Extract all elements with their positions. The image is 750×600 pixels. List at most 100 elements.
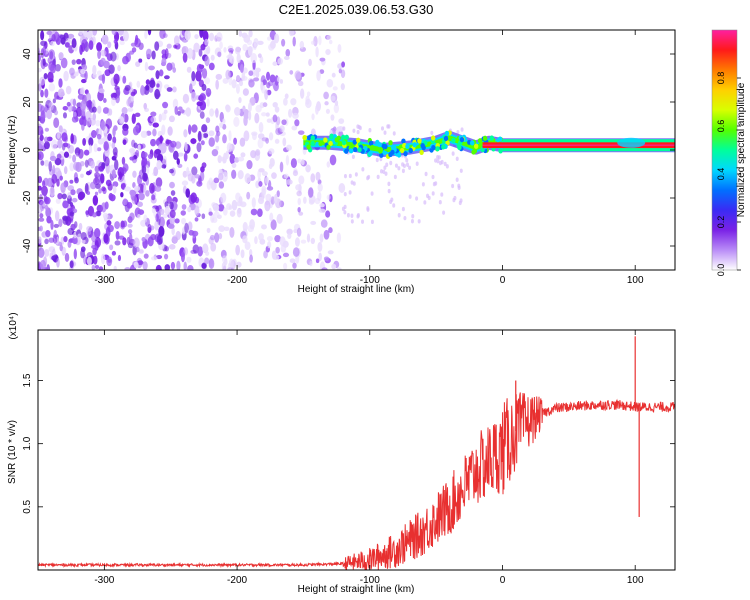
chart-title: C2E1.2025.039.06.53.G30 bbox=[279, 2, 434, 17]
heatmap-cell bbox=[193, 42, 200, 53]
heatmap-cell bbox=[71, 197, 78, 203]
heatmap-cell bbox=[202, 133, 209, 138]
heatmap-cell bbox=[258, 122, 264, 133]
heatmap-cell bbox=[299, 40, 305, 49]
heatmap-cell bbox=[133, 185, 141, 192]
heatmap-cell bbox=[346, 213, 350, 218]
heatmap-cell bbox=[401, 162, 405, 167]
heatmap-cell bbox=[182, 170, 188, 178]
heatmap-cell bbox=[309, 260, 313, 267]
heatmap-cell bbox=[211, 149, 219, 157]
heatmap-cell bbox=[113, 151, 118, 159]
heatmap-cell bbox=[201, 68, 208, 79]
heatmap-cell bbox=[72, 223, 77, 230]
heatmap-cell bbox=[88, 137, 94, 147]
heatmap-cell bbox=[140, 85, 145, 96]
heatmap-cell bbox=[122, 198, 128, 206]
colorbar-tick-label: 0.8 bbox=[716, 72, 726, 85]
heatmap-cell bbox=[196, 180, 203, 187]
heatmap-cell bbox=[102, 107, 110, 114]
heatmap-cell bbox=[133, 261, 139, 269]
heatmap-cell bbox=[343, 210, 347, 215]
heatmap-cell bbox=[177, 152, 184, 157]
heatmap-cell bbox=[63, 166, 68, 175]
heatmap-cell bbox=[200, 170, 205, 182]
heatmap-cell bbox=[96, 147, 102, 152]
signal-dot bbox=[318, 140, 323, 147]
heatmap-cell bbox=[328, 39, 333, 45]
colorbar-tick-label: 0.6 bbox=[716, 120, 726, 133]
heatmap-cell bbox=[156, 234, 163, 246]
heatmap-cell bbox=[452, 197, 456, 203]
heatmap-cell bbox=[78, 148, 84, 159]
heatmap-cell bbox=[126, 202, 133, 209]
heatmap-cell bbox=[370, 191, 374, 196]
heatmap-cell bbox=[261, 224, 267, 230]
heatmap-cell bbox=[257, 196, 265, 205]
heatmap-cell bbox=[107, 133, 112, 142]
heatmap-cell bbox=[250, 208, 258, 216]
signal-dot bbox=[399, 147, 405, 154]
heatmap-cell bbox=[92, 73, 98, 79]
heatmap-cell bbox=[217, 155, 222, 164]
heatmap-cell bbox=[235, 83, 240, 94]
heatmap-cell bbox=[68, 154, 72, 159]
heatmap-cell bbox=[392, 203, 396, 208]
heatmap-cell bbox=[209, 108, 215, 117]
heatmap-cell bbox=[356, 124, 360, 129]
heatmap-cell bbox=[293, 228, 298, 234]
heatmap-cell bbox=[138, 58, 143, 63]
heatmap-cell bbox=[266, 36, 272, 41]
heatmap-cell bbox=[330, 114, 335, 121]
heatmap-cell bbox=[315, 104, 319, 115]
heatmap-cell bbox=[325, 48, 331, 56]
heatmap-cell bbox=[361, 219, 365, 224]
signal-dot bbox=[473, 143, 479, 149]
signal-dot bbox=[498, 148, 503, 154]
heatmap-cell bbox=[243, 130, 250, 142]
heatmap-cell bbox=[292, 170, 299, 177]
heatmap-cell bbox=[164, 48, 169, 59]
heatmap-cell bbox=[184, 222, 189, 234]
heatmap-cell bbox=[423, 200, 427, 205]
heatmap-cell bbox=[286, 144, 292, 151]
heatmap-cell bbox=[239, 63, 244, 73]
heatmap-cell bbox=[142, 261, 148, 270]
heatmap-cell bbox=[38, 151, 44, 161]
heatmap-cell bbox=[113, 73, 120, 85]
heatmap-cell bbox=[43, 249, 50, 257]
heatmap-cell bbox=[66, 101, 71, 107]
heatmap-cell bbox=[98, 165, 105, 171]
heatmap-cell bbox=[93, 143, 98, 153]
heatmap-cell bbox=[38, 53, 41, 63]
heatmap-cell bbox=[153, 166, 159, 177]
heatmap-cell bbox=[38, 175, 43, 184]
heatmap-cell bbox=[122, 127, 129, 136]
heatmap-cell bbox=[227, 48, 234, 53]
heatmap-cell bbox=[282, 252, 290, 258]
heatmap-cell bbox=[188, 124, 192, 135]
heatmap-cell bbox=[80, 173, 84, 178]
heatmap-cell bbox=[114, 221, 121, 230]
heatmap-cell bbox=[253, 42, 257, 50]
heatmap-cell bbox=[90, 160, 95, 169]
heatmap-cell bbox=[135, 149, 140, 157]
heatmap-cell bbox=[202, 30, 209, 42]
spectrogram-y-ticks: -40 -20 0 20 40 bbox=[22, 48, 675, 253]
heatmap-cell bbox=[283, 97, 288, 106]
heatmap-cell bbox=[156, 153, 164, 163]
signal-dot bbox=[328, 140, 333, 147]
heatmap-cell bbox=[150, 116, 157, 123]
signal-dot bbox=[368, 140, 374, 146]
heatmap-cell bbox=[256, 208, 263, 217]
heatmap-cell bbox=[457, 183, 461, 188]
spectrogram-x-label: Height of straight line (km) bbox=[298, 284, 415, 295]
heatmap-cell bbox=[63, 151, 70, 158]
heatmap-cell bbox=[216, 214, 222, 219]
heatmap-cell bbox=[103, 233, 109, 244]
heatmap-cell bbox=[214, 134, 220, 143]
heatmap-cell bbox=[130, 91, 136, 97]
signal-dot bbox=[388, 140, 393, 146]
heatmap-cell bbox=[222, 78, 229, 84]
heatmap-cell bbox=[79, 118, 84, 126]
